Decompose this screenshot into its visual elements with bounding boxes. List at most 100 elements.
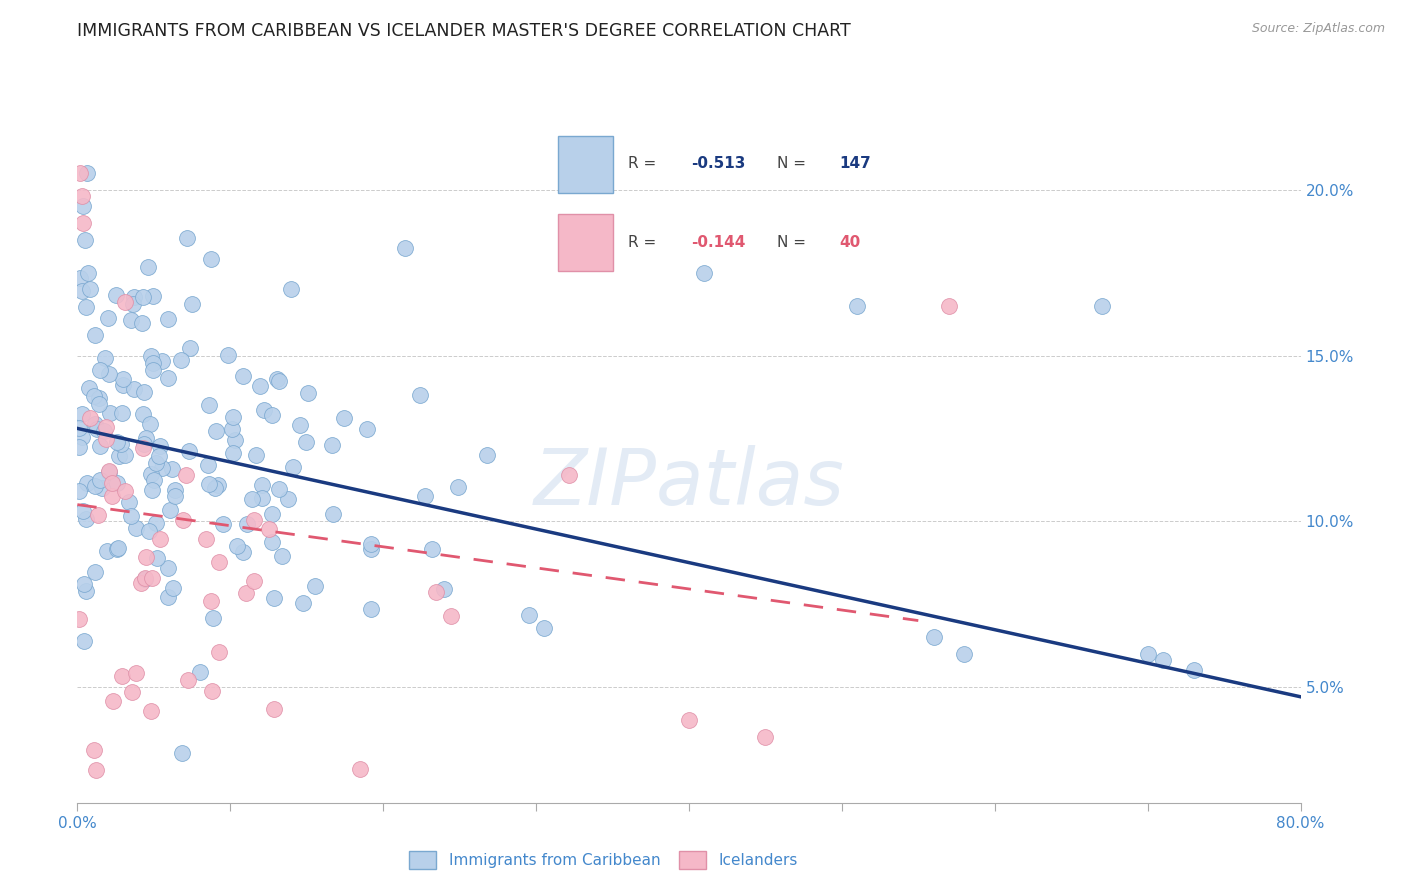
Point	[125, 521, 148, 535]
Point	[94, 420, 117, 434]
Point	[89, 391, 111, 405]
Point	[138, 524, 160, 539]
Point	[83, 327, 105, 342]
Point	[267, 483, 290, 497]
Point	[754, 730, 776, 744]
Point	[129, 576, 152, 591]
Point	[440, 608, 463, 623]
Point	[111, 669, 134, 683]
Point	[205, 424, 228, 438]
Point	[232, 369, 254, 384]
Text: Source: ZipAtlas.com: Source: ZipAtlas.com	[1251, 22, 1385, 36]
Point	[89, 363, 111, 377]
Point	[420, 541, 443, 556]
Point	[73, 633, 96, 648]
Point	[70, 408, 93, 422]
Point	[70, 189, 93, 203]
Point	[72, 199, 94, 213]
Point	[67, 420, 90, 434]
Point	[105, 541, 128, 556]
Point	[150, 461, 173, 475]
Point	[75, 512, 97, 526]
Point	[245, 448, 267, 462]
Point	[271, 549, 294, 564]
Point	[112, 378, 135, 392]
Point	[98, 407, 121, 421]
Point	[69, 166, 91, 180]
Point	[145, 516, 167, 530]
Point	[72, 430, 94, 444]
Point	[394, 241, 416, 255]
Point	[89, 439, 111, 453]
Point	[208, 555, 231, 569]
Point	[477, 448, 499, 462]
Point	[212, 516, 235, 531]
Point	[139, 417, 162, 431]
Point	[1136, 647, 1159, 661]
Text: N =: N =	[778, 156, 811, 171]
Point	[224, 434, 246, 448]
Point	[922, 630, 945, 644]
Point	[447, 480, 470, 494]
Point	[89, 397, 111, 411]
Point	[110, 437, 132, 451]
Point	[122, 382, 145, 396]
Point	[149, 532, 172, 546]
Point	[79, 411, 101, 425]
Point	[75, 300, 97, 314]
Text: R =: R =	[628, 235, 661, 250]
Point	[122, 297, 145, 311]
Point	[360, 541, 382, 556]
Point	[132, 407, 155, 421]
Point	[225, 539, 247, 553]
Point	[222, 409, 245, 424]
Point	[281, 459, 304, 474]
Point	[222, 446, 245, 460]
Point	[194, 533, 217, 547]
Point	[70, 284, 93, 298]
Point	[107, 541, 129, 555]
Point	[135, 549, 157, 564]
Point	[73, 233, 96, 247]
Bar	[558, 136, 613, 193]
Point	[938, 299, 960, 313]
Point	[142, 356, 165, 370]
Point	[93, 425, 115, 439]
Point	[263, 591, 285, 606]
Point	[221, 422, 243, 436]
Point	[693, 266, 716, 280]
Point	[156, 561, 179, 575]
Point	[253, 402, 276, 417]
Point	[291, 596, 314, 610]
Point	[89, 473, 111, 487]
Point	[84, 763, 107, 777]
Point	[235, 585, 257, 599]
Point	[240, 492, 263, 507]
Point	[72, 216, 94, 230]
Point	[101, 476, 124, 491]
Point	[174, 467, 197, 482]
Point	[172, 513, 194, 527]
Point	[201, 684, 224, 698]
Point	[142, 289, 165, 303]
Point	[114, 484, 136, 499]
Point	[76, 476, 98, 491]
Point	[201, 611, 224, 625]
Point	[953, 647, 976, 661]
Point	[156, 312, 179, 326]
Point	[94, 351, 117, 366]
Point	[257, 522, 280, 536]
Point	[262, 409, 284, 423]
Point	[121, 685, 143, 699]
Point	[433, 582, 456, 596]
Point	[198, 477, 221, 491]
Point	[176, 230, 198, 244]
Point	[177, 673, 200, 688]
Point	[83, 743, 105, 757]
Point	[139, 704, 162, 718]
Point	[83, 389, 105, 403]
Point	[197, 458, 219, 473]
Point	[136, 260, 159, 274]
Point	[208, 645, 231, 659]
Point	[232, 545, 254, 559]
